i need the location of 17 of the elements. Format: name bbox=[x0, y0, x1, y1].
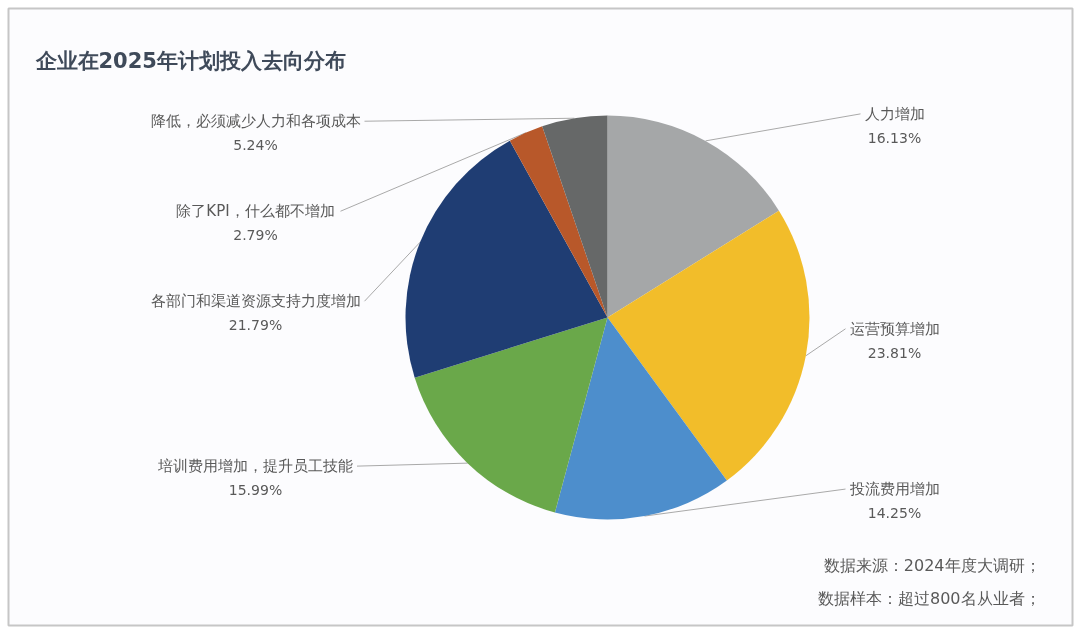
data-label: 16.13% bbox=[867, 129, 922, 146]
slice-label: 人力增加 bbox=[864, 104, 925, 123]
slice-label: 投流费用增加 bbox=[848, 480, 940, 499]
data-label: 15.99% bbox=[228, 482, 283, 499]
chart-title: 企业在2025年计划投入去向分布 bbox=[34, 48, 346, 73]
data-label: 14.25% bbox=[867, 505, 922, 522]
text: 数据样本：超过800名从业者； bbox=[817, 589, 1041, 608]
data-label: 23.81% bbox=[867, 344, 922, 361]
data-label: 5.24% bbox=[233, 137, 278, 154]
slice-label: 各部门和渠道资源支持力度增加 bbox=[150, 292, 361, 311]
data-label: 21.79% bbox=[228, 317, 283, 334]
slice-label: 运营预算增加 bbox=[849, 319, 940, 338]
data-label: 2.79% bbox=[233, 227, 278, 244]
source-note: 数据来源：2024年度大调研； bbox=[823, 556, 1041, 575]
slice-label: 除了KPI，什么都不增加 bbox=[176, 202, 335, 221]
slice-label: 降低，必须减少人力和各项成本 bbox=[150, 112, 361, 131]
slice-label: 培训费用增加，提升员工技能 bbox=[157, 457, 353, 476]
